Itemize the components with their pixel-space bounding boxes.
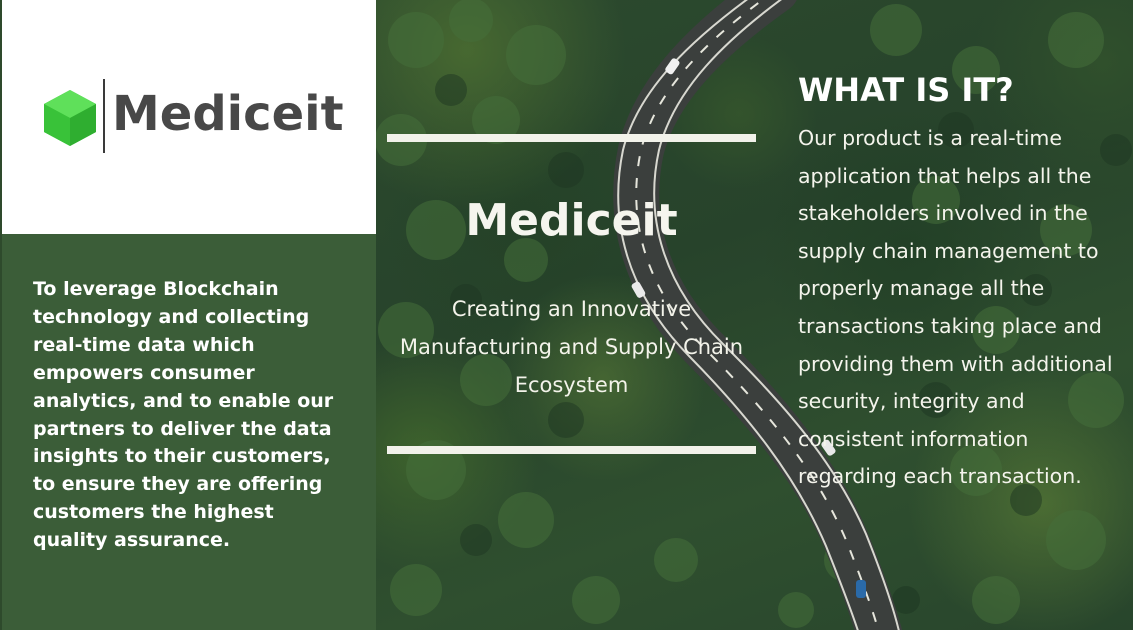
what-is-it-heading: WHAT IS IT? [798,71,1014,109]
what-is-it-body: Our product is a real-time application t… [798,126,1113,489]
road-center-line [635,0,880,630]
winding-road-illustration [376,0,1132,630]
tree-canopy [376,0,1124,628]
car-white [821,439,836,456]
bottom-divider-rule [387,446,756,454]
center-title: Mediceit [465,195,678,246]
logo-panel: Mediceit [2,0,376,234]
car-blue [856,580,866,598]
mission-statement: To leverage Blockchain technology and co… [33,278,334,552]
logo-divider [103,79,105,153]
center-tagline: Creating an Innovative Manufacturing and… [399,297,744,397]
tree-canopy-dark [435,74,1132,614]
road-edge-left [617,0,859,630]
forest-road-background [376,0,1133,630]
logo-wordmark: Mediceit [112,86,344,142]
car-white [631,281,646,298]
road-edge-right [653,0,900,630]
car-white [665,58,680,75]
mission-panel: To leverage Blockchain technology and co… [2,234,376,630]
green-cube-icon [44,90,96,146]
top-divider-rule [387,134,756,142]
